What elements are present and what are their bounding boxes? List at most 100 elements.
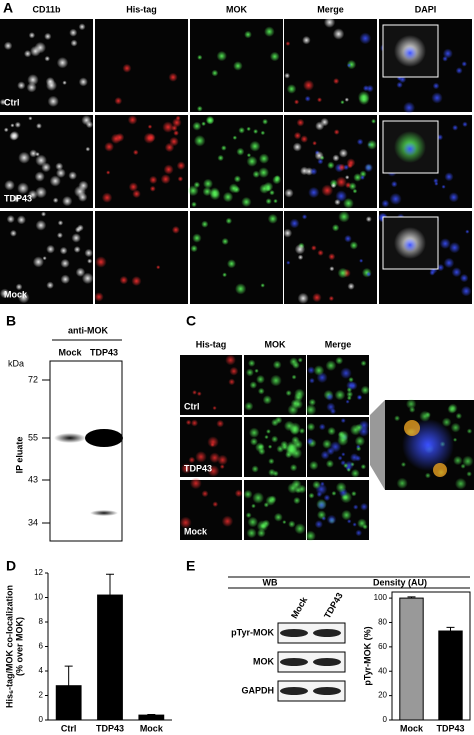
cell <box>4 179 15 191</box>
cell <box>267 444 273 449</box>
cell <box>441 184 446 189</box>
cell <box>28 32 36 39</box>
cell <box>354 435 366 447</box>
cell <box>334 389 346 401</box>
cell <box>211 69 219 77</box>
panel-label: A <box>3 0 13 16</box>
cell <box>432 82 440 90</box>
cell <box>330 182 337 189</box>
cell <box>128 182 139 192</box>
cell <box>313 365 325 376</box>
row-label: MOK <box>253 656 274 666</box>
cell <box>312 140 317 146</box>
row-label: Mock <box>184 526 208 536</box>
inset-nucleus <box>403 142 417 156</box>
cell <box>249 381 258 389</box>
cell <box>85 146 91 152</box>
cell <box>47 95 59 107</box>
cell <box>10 123 15 128</box>
micrograph <box>180 480 242 540</box>
cell <box>276 445 285 453</box>
cell <box>270 374 282 387</box>
column-header: Merge <box>325 339 352 349</box>
cell <box>271 435 279 443</box>
cell <box>360 463 367 470</box>
cell <box>291 374 297 380</box>
cell <box>192 121 202 131</box>
cell <box>327 161 335 170</box>
error-bar <box>446 626 455 632</box>
cell <box>340 418 346 424</box>
cell <box>209 189 221 201</box>
cell <box>35 186 47 199</box>
cell <box>177 176 184 182</box>
cell <box>78 23 86 31</box>
cell <box>358 426 369 437</box>
cell <box>346 390 354 398</box>
cell <box>29 149 38 158</box>
cell <box>398 75 407 84</box>
cell <box>265 198 272 205</box>
cell <box>234 489 243 498</box>
cell <box>85 120 94 129</box>
cell <box>193 135 206 147</box>
cell <box>283 228 293 238</box>
y-tick-label: 0 <box>383 715 388 724</box>
cell <box>197 54 203 61</box>
cell <box>232 135 238 140</box>
cell <box>210 442 215 447</box>
cell <box>328 295 334 302</box>
cell <box>346 158 356 168</box>
inset-nucleus <box>403 46 417 60</box>
cell <box>461 61 468 67</box>
cell <box>436 263 445 272</box>
cell <box>351 490 357 497</box>
y-tick-label: 40 <box>378 666 387 675</box>
cell <box>316 510 327 520</box>
antibody: anti-MOK <box>68 325 108 335</box>
cell <box>320 117 329 127</box>
cell <box>338 148 348 158</box>
cell <box>179 516 192 529</box>
cell <box>34 171 45 182</box>
cell <box>365 216 372 223</box>
cell <box>101 192 113 203</box>
charts: 0 2 4 6 8 10 12 His₆-tag/MOK co-localization (% … <box>4 568 471 733</box>
cell <box>203 178 214 189</box>
cell <box>249 140 261 152</box>
cell <box>285 444 298 457</box>
cell <box>289 463 298 472</box>
cell <box>431 92 443 104</box>
cell <box>221 237 229 245</box>
cell <box>56 57 69 69</box>
cell <box>394 415 401 422</box>
cell <box>238 127 245 134</box>
y-tick-label: 80 <box>378 618 387 627</box>
bar <box>399 597 424 721</box>
cell <box>160 174 171 185</box>
cell <box>252 170 260 178</box>
cell <box>355 529 363 537</box>
cell <box>258 153 270 164</box>
cell <box>317 97 323 103</box>
cell <box>268 458 275 465</box>
cell <box>190 419 199 427</box>
cell <box>424 472 431 479</box>
cell <box>337 455 343 461</box>
cell <box>314 151 324 161</box>
cell <box>222 191 234 203</box>
cell <box>346 519 352 524</box>
blot-strip <box>277 651 346 673</box>
cell <box>234 283 247 295</box>
cell <box>326 514 337 525</box>
cell <box>46 244 55 254</box>
cell <box>332 28 345 40</box>
inset-nucleus <box>403 238 417 252</box>
cell <box>353 173 362 182</box>
cell <box>400 461 407 468</box>
cell <box>212 501 219 508</box>
cell <box>147 133 156 142</box>
cell <box>258 447 266 456</box>
cell <box>300 166 309 176</box>
cell <box>95 256 107 268</box>
